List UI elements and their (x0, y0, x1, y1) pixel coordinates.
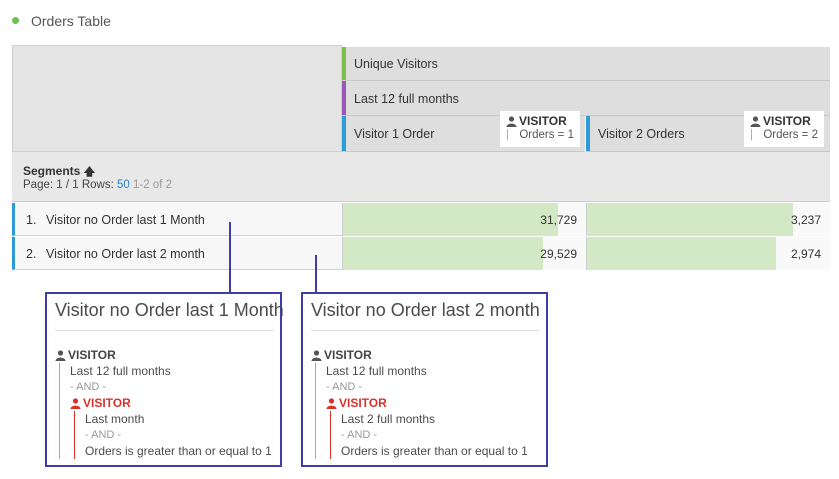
and-label: - AND - (326, 381, 363, 393)
segment-badge: VISITOR | Orders = 2 (744, 111, 824, 147)
dimension-header[interactable]: Segments 🡅 (23, 164, 96, 178)
value-bar (587, 203, 793, 236)
row-label: Visitor no Order last 1 Month (46, 213, 205, 227)
value-bar (587, 237, 777, 270)
metric-header: Unique Visitors (342, 47, 830, 81)
column-header[interactable]: Visitor 2 Orders VISITOR | Orders = 2 (586, 111, 830, 152)
value-bar (343, 237, 544, 270)
popup-title: Visitor no Order last 1 Month (55, 300, 284, 331)
segment-popup: Visitor no Order last 1 Month VISITOR La… (45, 292, 284, 467)
value-label: 3,237 (790, 213, 821, 227)
segment-line: Last 12 full months (70, 364, 171, 378)
segment-rule: Orders = 1 (519, 129, 574, 141)
popup-title: Visitor no Order last 2 month (311, 300, 540, 331)
segment-type: VISITOR (763, 114, 811, 128)
segment-popup: Visitor no Order last 2 month VISITOR La… (301, 292, 548, 467)
segment-line: Last 2 full months (341, 412, 436, 426)
rows-label: Rows: (81, 179, 114, 191)
row-index: 1. (26, 213, 37, 227)
person-icon (326, 397, 337, 409)
value-label: 29,529 (540, 247, 577, 261)
and-label: - AND - (70, 381, 107, 393)
segment-rule: Orders is greater than or equal to 1 (85, 444, 272, 458)
segment-rule: Orders is greater than or equal to 1 (341, 444, 528, 458)
segment-type: VISITOR (519, 114, 567, 128)
column-header[interactable]: Visitor 1 Order VISITOR | Orders = 1 (342, 111, 585, 152)
rows-select[interactable]: 50 (116, 179, 130, 191)
and-label: - AND - (85, 429, 122, 441)
segment-rule: Orders = 2 (763, 129, 818, 141)
connector (315, 255, 317, 292)
connector (229, 222, 231, 292)
value-label: 2,974 (790, 247, 821, 261)
value-label: 31,729 (540, 213, 577, 227)
row-index: 2. (26, 247, 37, 261)
segment-line: Last month (85, 412, 145, 426)
date-label: Last 12 full months (354, 92, 459, 106)
dimension-label[interactable]: Segments (23, 164, 81, 178)
segment-type: VISITOR (83, 396, 131, 410)
column-label: Visitor 1 Order (354, 127, 435, 141)
person-icon (506, 115, 517, 127)
summary-row: Segments 🡅 Page: 1 / 1 Rows: 50 1-2 of 2 (12, 152, 830, 202)
nested-segment: VISITOR Last month - AND - Orders is gre… (70, 395, 280, 459)
segment-type: VISITOR (324, 348, 372, 362)
metric-label: Unique Visitors (354, 57, 438, 71)
value-bar (343, 203, 559, 236)
nested-segment: VISITOR Last 2 full months - AND - Order… (326, 395, 546, 459)
corner-cell (12, 45, 342, 152)
person-icon (55, 349, 66, 361)
table-title: Orders Table (31, 13, 111, 29)
date-header: Last 12 full months (342, 81, 830, 116)
segment-type: VISITOR (339, 396, 387, 410)
person-icon (70, 397, 81, 409)
segment-badge: VISITOR | Orders = 1 (500, 111, 580, 147)
segment-line: Last 12 full months (326, 364, 427, 378)
pagination: Page: 1 / 1 Rows: 50 1-2 of 2 (23, 179, 172, 191)
segment-type: VISITOR (68, 348, 116, 362)
page-label: Page: 1 / 1 (23, 179, 79, 191)
segment-def: VISITOR Last 12 full months - AND - VISI… (55, 347, 280, 459)
person-icon (750, 115, 761, 127)
status-dot (12, 17, 19, 24)
row-label: Visitor no Order last 2 month (46, 247, 205, 261)
and-label: - AND - (341, 429, 378, 441)
segment-def: VISITOR Last 12 full months - AND - VISI… (311, 347, 546, 459)
person-icon (311, 349, 322, 361)
column-label: Visitor 2 Orders (598, 127, 685, 141)
range-label: 1-2 of 2 (132, 179, 172, 191)
